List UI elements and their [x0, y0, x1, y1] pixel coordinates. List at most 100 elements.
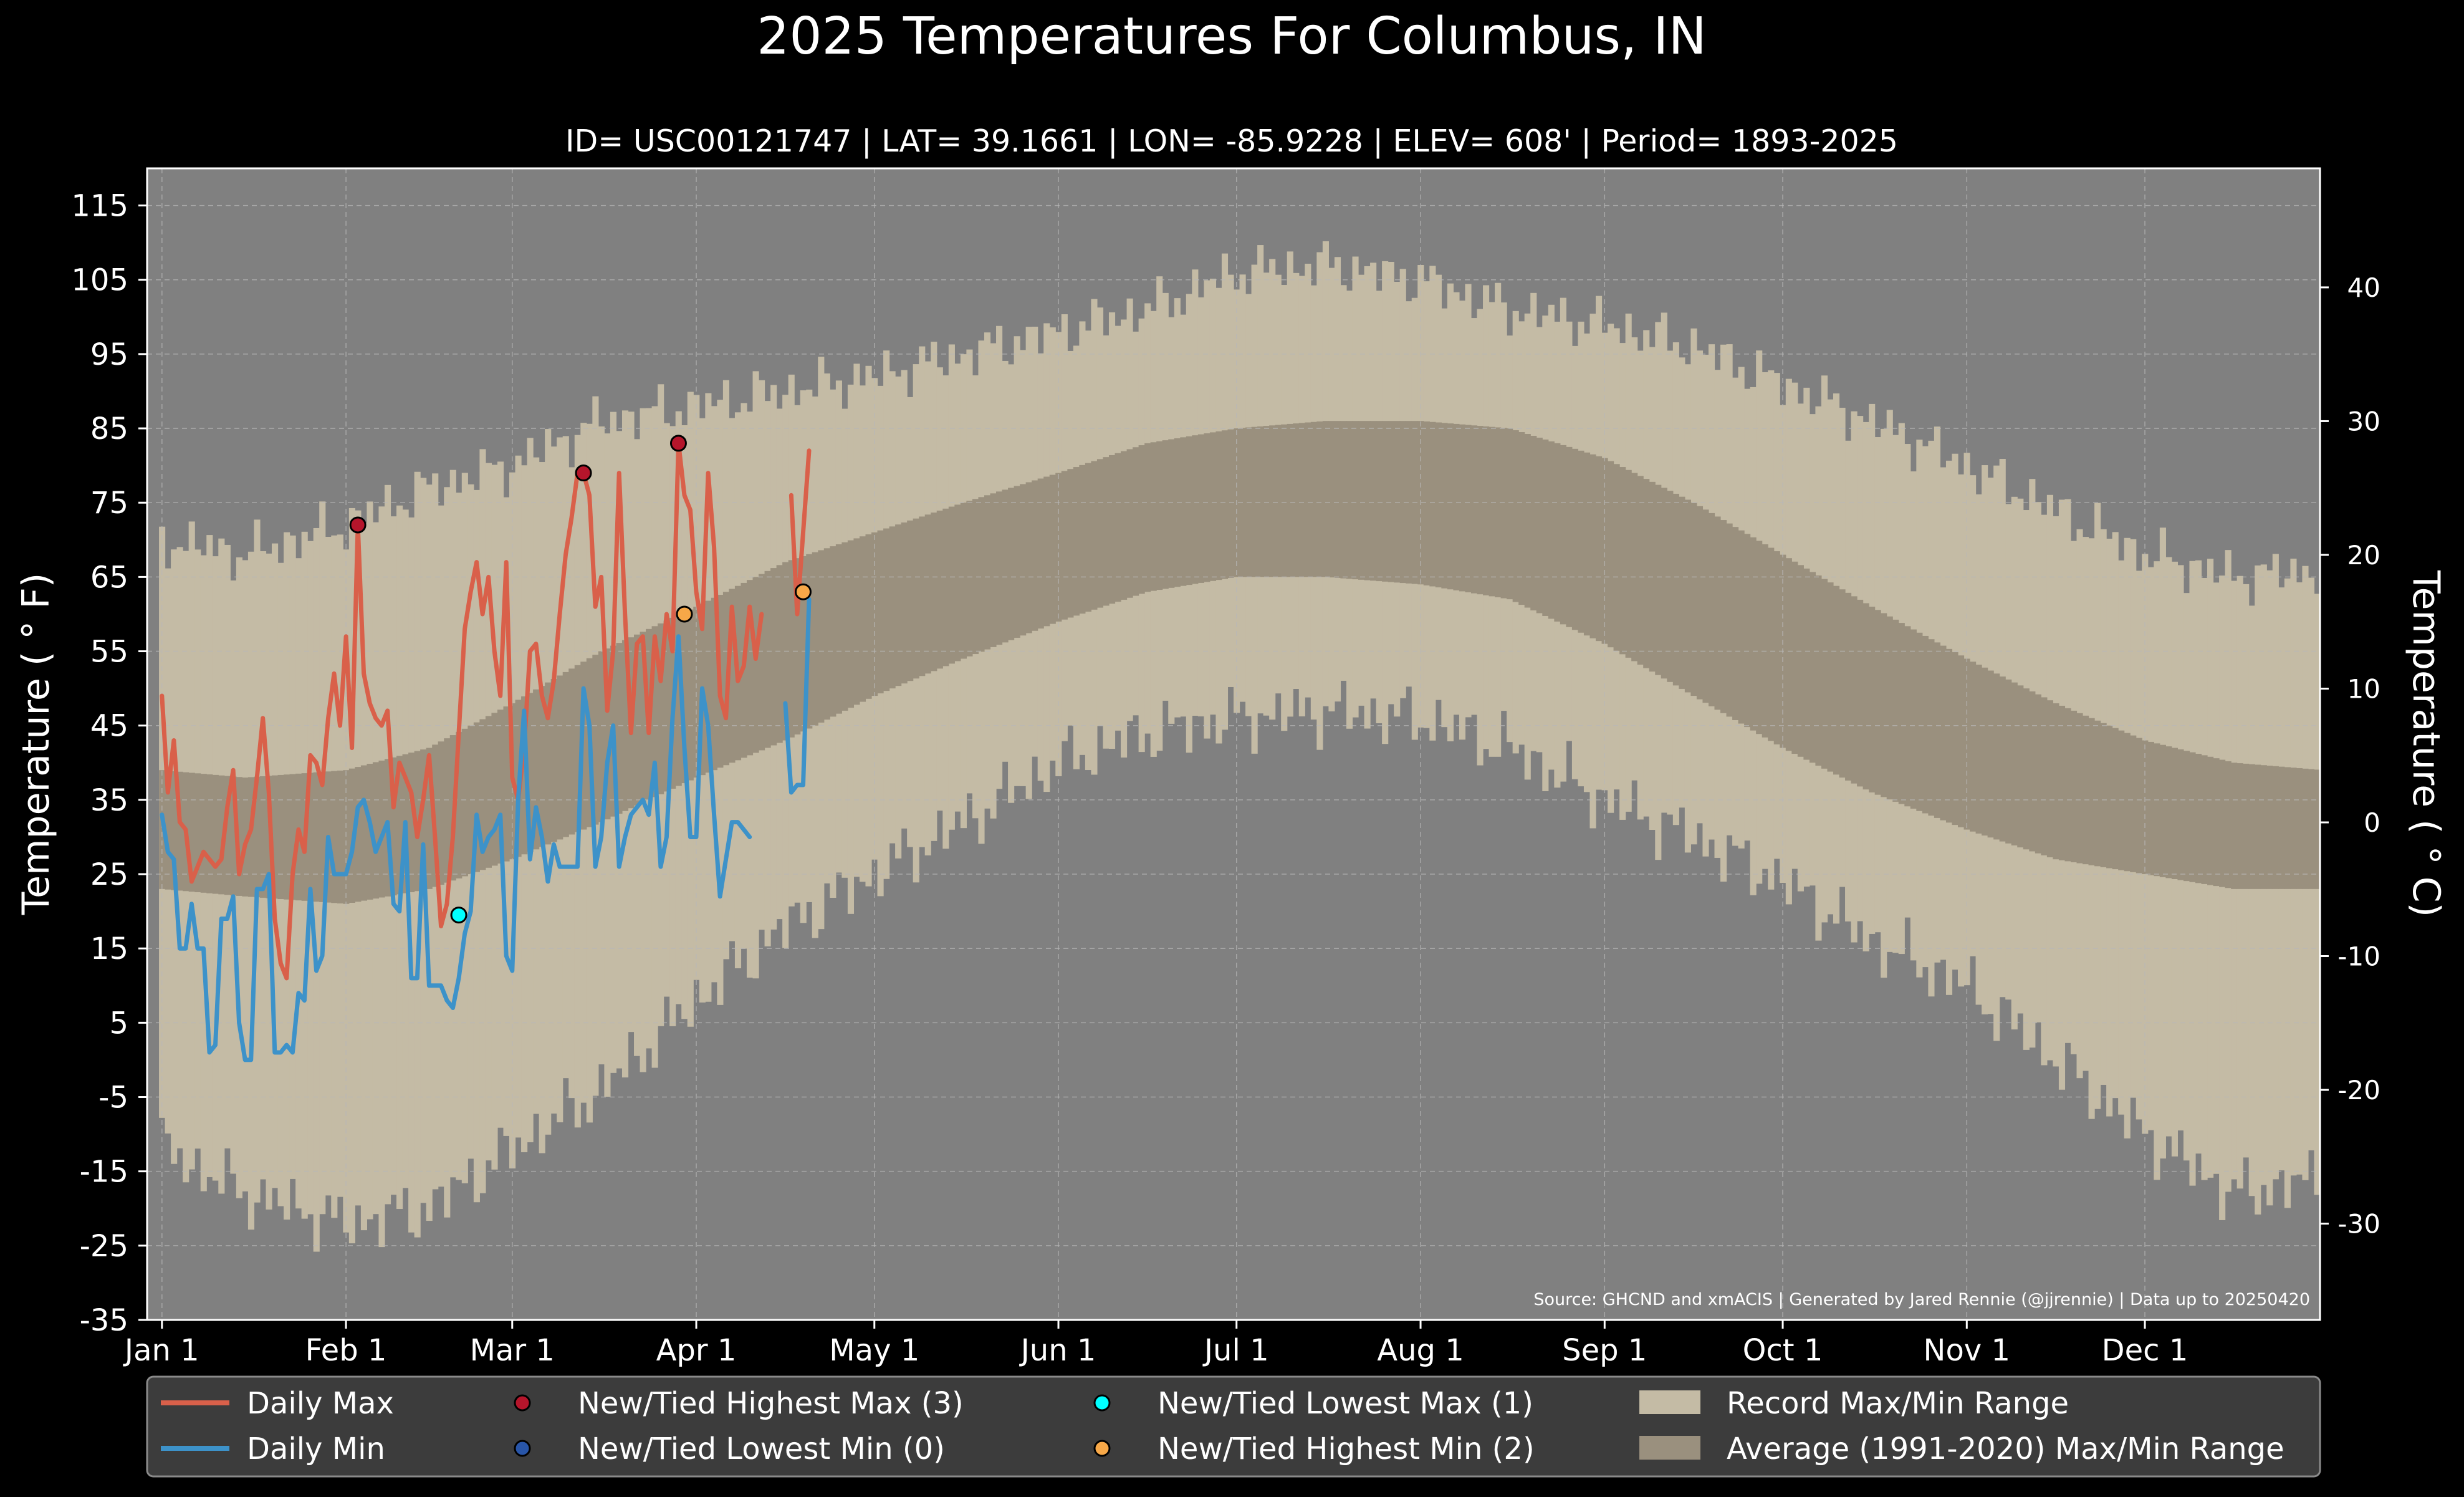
y-tick-label: 65 [90, 560, 128, 595]
normal-range-bar [224, 776, 231, 895]
y2-tick-label: -30 [2337, 1209, 2380, 1239]
normal-range-bar [2308, 769, 2315, 889]
normal-range-bar [2243, 763, 2250, 889]
normal-range-bar [1732, 527, 1739, 720]
normal-range-bar [592, 655, 599, 825]
normal-range-bar [1696, 506, 1704, 700]
normal-range-bar [1121, 451, 1128, 600]
normal-range-bar [2284, 767, 2291, 889]
daily-max-line [160, 441, 764, 981]
normal-range-bar [1103, 457, 1110, 606]
normal-range-bar [1940, 645, 1947, 821]
normal-range-bar [1845, 592, 1852, 781]
normal-range-bar [770, 568, 777, 746]
normal-range-bar [1263, 426, 1270, 577]
normal-range-bar [1773, 551, 1780, 744]
normal-range-bar [800, 556, 807, 732]
normal-range-bar [621, 640, 629, 811]
normal-range-bar [2053, 703, 2059, 860]
normal-range-bar [2083, 715, 2089, 865]
normal-range-bar [2064, 708, 2071, 862]
normal-range-bar [1892, 619, 1899, 802]
normal-range-bar [1477, 426, 1484, 595]
normal-range-bar [2207, 756, 2214, 885]
normal-range-bar [1952, 652, 1958, 826]
normal-range-bar [1934, 642, 1941, 818]
normal-range-bar [2070, 710, 2078, 862]
normal-range-bar [1708, 513, 1715, 706]
normal-range-bar [1328, 421, 1335, 578]
normal-range-bar [1370, 421, 1377, 581]
legend-swatch-patch [1639, 1436, 1700, 1460]
y-tick-label: -5 [98, 1081, 128, 1115]
normal-range-bar [948, 506, 955, 664]
normal-range-bar [1560, 445, 1566, 625]
y-tick-label: -15 [80, 1155, 128, 1190]
normal-range-bar [2017, 685, 2024, 848]
normal-range-bar [972, 499, 979, 655]
normal-range-bar [165, 771, 171, 890]
y-tick-label: -35 [80, 1303, 128, 1338]
x-tick-label: Feb 1 [305, 1333, 387, 1368]
normal-range-bar [651, 626, 658, 797]
y2-tick-label: 20 [2347, 540, 2380, 570]
normal-range-bar [2058, 705, 2066, 860]
normal-range-bar [2011, 682, 2018, 845]
x-tick-label: Jun 1 [1019, 1333, 1096, 1368]
normal-range-bar [883, 528, 890, 691]
normal-range-bar [171, 771, 178, 890]
normal-range-bar [2225, 761, 2232, 888]
normal-range-bar [1851, 596, 1858, 784]
normal-range-bar [533, 689, 540, 850]
normal-range-bar [2290, 768, 2297, 889]
legend: Daily Max Daily Min New/Tied Highest Max (… [146, 1375, 2321, 1478]
normal-range-bar [1186, 436, 1192, 585]
normal-range-bar [337, 770, 343, 903]
normal-range-bar [485, 716, 492, 868]
record-range-bar [2284, 578, 2291, 1208]
normal-range-bar [1269, 425, 1276, 577]
legend-item-label: New/Tied Highest Min (2) [1158, 1432, 1535, 1466]
y-tick-label: 25 [90, 857, 128, 892]
normal-range-bar [812, 552, 818, 726]
normal-range-bar [242, 777, 249, 897]
normal-range-bar [1174, 438, 1181, 587]
normal-range-bar [1601, 458, 1608, 644]
record-range-bar [2219, 575, 2226, 1220]
normal-range-bar [562, 671, 569, 837]
normal-range-bar [1833, 585, 1840, 775]
series-lines [160, 441, 812, 1062]
normal-range-bar [456, 731, 463, 878]
normal-range-bar [1970, 662, 1977, 832]
y2-tick-label: 40 [2347, 272, 2380, 303]
normal-range-bar [2183, 751, 2190, 882]
normal-range-bar [1797, 565, 1804, 757]
normal-range-bar [1548, 441, 1555, 619]
y-tick-label: 105 [71, 263, 128, 298]
record-marker [575, 465, 592, 482]
normal-range-bar [746, 580, 754, 756]
normal-range-bar [1857, 599, 1864, 787]
normal-range-bar [1310, 421, 1317, 577]
normal-range-bar [1702, 509, 1709, 703]
normal-range-bar [2255, 764, 2261, 889]
normal-range-bar [1643, 479, 1650, 668]
x-tick-label: Sep 1 [1562, 1333, 1647, 1368]
normal-range-bar [2189, 752, 2196, 882]
record-range-bar [2248, 605, 2255, 1196]
normal-range-bar [247, 777, 255, 897]
normal-range-bar [1803, 568, 1810, 760]
normal-range-bar [1975, 665, 1982, 834]
y-tick-label: 45 [90, 709, 128, 744]
normal-range-bar [236, 777, 242, 896]
normal-range-bar [996, 491, 1003, 645]
normal-range-bar [188, 773, 195, 892]
normal-range-bar [1180, 437, 1187, 586]
normal-range-bar [2236, 763, 2243, 889]
normal-range-bar [550, 679, 557, 842]
normal-range-bar [1209, 432, 1217, 581]
chart-title: 2025 Temperatures For Columbus, IN [757, 7, 1707, 66]
normal-range-bar [901, 522, 908, 684]
normal-range-bar [936, 510, 943, 669]
